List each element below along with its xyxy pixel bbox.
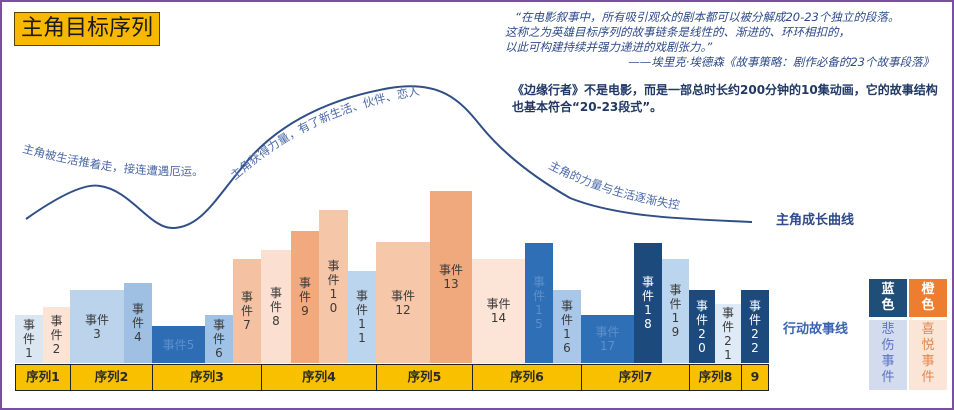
event-label: 事件 17 bbox=[595, 325, 620, 353]
event-label: 事件8 bbox=[269, 285, 282, 328]
sequence-1: 序列1 bbox=[15, 364, 71, 391]
event-label: 事件11 bbox=[355, 289, 368, 345]
sequence-7: 序列7 bbox=[581, 364, 690, 391]
event-label: 事件 3 bbox=[84, 312, 109, 341]
sequence-5: 序列5 bbox=[376, 364, 473, 391]
growth-curve-label: 主角成长曲线 bbox=[776, 213, 855, 228]
quote-block: “在电影叙事中，所有吸引观众的剧本都可以被分解成20-23个独立的段落。 这称之… bbox=[505, 10, 940, 70]
sequence-6: 序列6 bbox=[472, 364, 582, 391]
growth-curve-line bbox=[25, 85, 753, 230]
event-bar-14: 事件 14 bbox=[472, 259, 525, 363]
legend-orange-label: 橙色 bbox=[921, 282, 935, 313]
event-label: 事件 13 bbox=[438, 263, 463, 291]
quote-line-1: “在电影叙事中，所有吸引观众的剧本都可以被分解成20-23个独立的段落。 bbox=[515, 10, 900, 24]
quote-source: ——埃里克·埃德森《故事策略：剧作必备的23个故事段落》 bbox=[628, 55, 934, 69]
event-bar-5: 事件5 bbox=[152, 326, 205, 363]
event-bar-2: 事件2 bbox=[43, 307, 70, 363]
legend-sad-label: 悲伤事件 bbox=[881, 322, 895, 385]
event-bar-3: 事件 3 bbox=[70, 290, 124, 363]
event-label: 事件5 bbox=[162, 337, 195, 352]
event-label: 事件18 bbox=[641, 275, 654, 331]
legend-joy-label: 喜悦事件 bbox=[921, 322, 935, 385]
event-label: 事件6 bbox=[212, 318, 225, 360]
event-label: 事件19 bbox=[669, 283, 682, 339]
event-bar-16: 事件16 bbox=[553, 290, 581, 363]
event-label: 事件22 bbox=[748, 298, 761, 355]
event-bar-4: 事件4 bbox=[124, 283, 152, 363]
event-bar-13: 事件 13 bbox=[430, 191, 472, 363]
event-bar-12: 事件 12 bbox=[376, 242, 430, 363]
legend-blue-label: 蓝色 bbox=[881, 282, 895, 313]
event-bar-15: 事件15 bbox=[525, 243, 553, 363]
event-bar-17: 事件 17 bbox=[581, 315, 634, 363]
event-bar-8: 事件8 bbox=[261, 250, 291, 363]
event-bar-10: 事件10 bbox=[319, 210, 348, 363]
event-bar-1: 事件1 bbox=[15, 315, 43, 363]
event-label: 事件4 bbox=[131, 302, 144, 344]
event-label: 事件16 bbox=[560, 298, 573, 355]
event-bar-19: 事件19 bbox=[662, 259, 689, 363]
event-bar-11: 事件11 bbox=[348, 271, 376, 363]
event-bar-18: 事件18 bbox=[634, 243, 662, 363]
event-bar-20: 事件20 bbox=[689, 290, 715, 363]
note-text: 《边缘行者》不是电影，而是一部总时长约200分钟的10集动画，它的故事结构也基本… bbox=[512, 83, 938, 114]
event-label: 事件 12 bbox=[390, 288, 415, 317]
event-label: 事件 14 bbox=[486, 297, 511, 325]
event-label: 事件9 bbox=[298, 276, 311, 318]
quote-line-3: 以此可构建持续并强力递进的戏剧张力。” bbox=[505, 40, 713, 54]
legend-joy-swatch: 喜悦事件 bbox=[909, 320, 947, 390]
sequence-2: 序列2 bbox=[70, 364, 153, 391]
legend-orange-swatch: 橙色 bbox=[909, 279, 947, 317]
event-label: 事件2 bbox=[50, 314, 63, 356]
sequence-8: 序列8 bbox=[689, 364, 742, 391]
event-label: 事件20 bbox=[695, 298, 708, 355]
legend-blue-swatch: 蓝色 bbox=[869, 279, 907, 317]
event-label: 事件10 bbox=[327, 258, 340, 315]
event-bar-9: 事件9 bbox=[291, 231, 319, 363]
event-label: 事件15 bbox=[532, 275, 545, 331]
quote-line-2: 这称之为英雄目标序列的故事链条是线性的、渐进的、环环相扣的， bbox=[505, 25, 850, 39]
event-label: 事件7 bbox=[240, 290, 253, 332]
sequence-9: 9 bbox=[741, 364, 769, 391]
event-bar-6: 事件6 bbox=[205, 315, 233, 363]
event-bar-7: 事件7 bbox=[233, 259, 261, 363]
event-label: 事件1 bbox=[22, 318, 35, 360]
curve-annotation-2: 主角获得力量，有了新生活、伙伴、恋人 bbox=[228, 84, 422, 183]
event-label: 事件21 bbox=[721, 305, 734, 362]
event-bar-21: 事件21 bbox=[715, 304, 741, 363]
event-bar-22: 事件22 bbox=[741, 290, 769, 363]
curve-annotation-1: 主角被生活推着走，接连遭遇厄运。 bbox=[21, 141, 204, 178]
sequence-3: 序列3 bbox=[152, 364, 262, 391]
sequence-4: 序列4 bbox=[261, 364, 377, 391]
curve-annotation-3: 主角的力量与生活逐渐失控 bbox=[547, 158, 682, 212]
action-storyline-label: 行动故事线 bbox=[783, 322, 849, 337]
legend-sad-swatch: 悲伤事件 bbox=[869, 320, 907, 390]
page-title: 主角目标序列 bbox=[14, 12, 160, 46]
